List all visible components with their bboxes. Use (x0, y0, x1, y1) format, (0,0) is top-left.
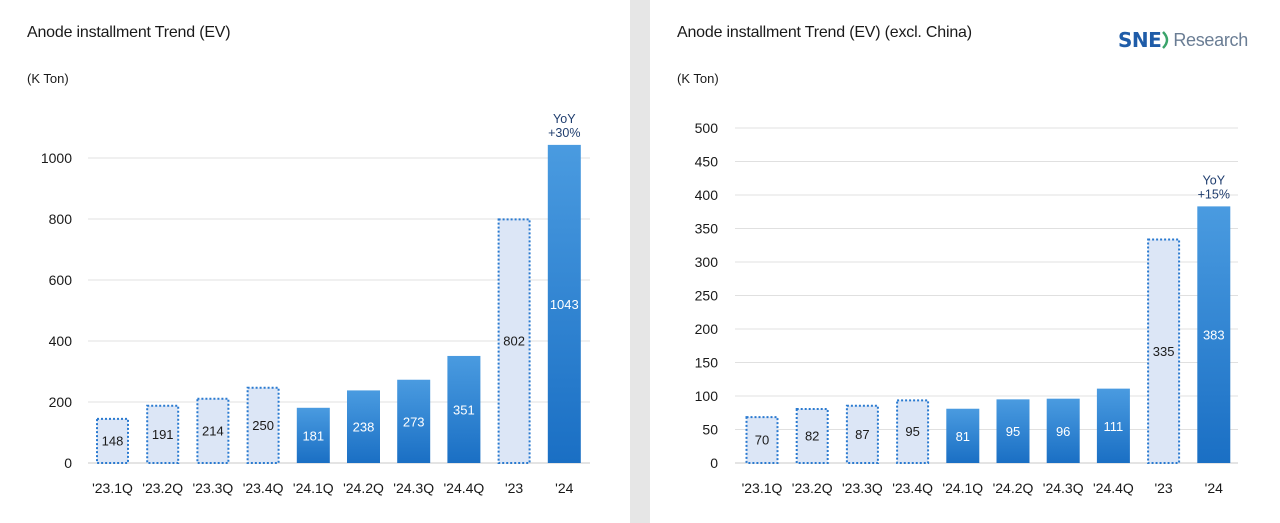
y-tick-label: 250 (695, 288, 719, 304)
bar (296, 407, 330, 463)
unit-label: (K Ton) (677, 71, 719, 86)
x-tick-label: '24.2Q (993, 480, 1034, 496)
bar (896, 399, 930, 465)
bar (347, 390, 380, 463)
bar (547, 144, 581, 463)
x-tick-label: '23 (1154, 480, 1172, 496)
bar-value-label: 351 (453, 402, 475, 417)
y-tick-label: 0 (710, 455, 718, 471)
yoy-annotation: YoY (553, 112, 576, 126)
bar (745, 416, 779, 465)
bar (1147, 238, 1181, 464)
x-tick-label: '24.4Q (1093, 480, 1134, 496)
unit-label: (K Ton) (27, 71, 69, 86)
x-tick-label: '23.1Q (92, 480, 133, 496)
bar-value-label: 802 (503, 334, 525, 349)
y-tick-label: 400 (49, 333, 73, 349)
bar (1096, 388, 1130, 463)
x-tick-label: '24.1Q (942, 480, 983, 496)
bar-value-label: 250 (252, 418, 274, 433)
x-tick-label: '24.1Q (293, 480, 334, 496)
bar (1046, 398, 1080, 463)
x-tick-label: '24.2Q (343, 480, 384, 496)
yoy-annotation: +15% (1198, 187, 1230, 201)
bar (996, 399, 1030, 463)
bar-value-label: 383 (1203, 328, 1225, 343)
bar-value-label: 95 (1006, 424, 1020, 439)
chart-left: 0 200 400 600 800 1000 148 '23.1Q 191 '23.2Q 214 '2… (41, 112, 590, 496)
x-tick-label: '23.3Q (192, 480, 233, 496)
y-tick-label: 150 (695, 355, 719, 371)
bar (397, 379, 431, 463)
bar-value-label: 1043 (550, 297, 579, 312)
bar-value-label: 87 (855, 427, 869, 442)
bar-value-label: 95 (905, 424, 919, 439)
bar-value-label: 335 (1153, 344, 1175, 359)
y-tick-label: 200 (49, 394, 73, 410)
y-tick-label: 1000 (41, 150, 72, 166)
y-tick-label: 0 (64, 455, 72, 471)
chart-panel-right: Anode installment Trend (EV) (excl. Chin… (650, 0, 1280, 523)
bar (845, 404, 879, 464)
bar-value-label: 191 (152, 427, 174, 442)
x-tick-label: '23.1Q (742, 480, 783, 496)
y-tick-label: 350 (695, 221, 719, 237)
y-tick-label: 300 (695, 254, 719, 270)
bar (1197, 206, 1231, 463)
x-tick-label: '23.3Q (842, 480, 883, 496)
x-tick-label: '23.4Q (892, 480, 933, 496)
logo-brand: SNE (1118, 28, 1162, 52)
logo-word: Research (1173, 29, 1248, 50)
sne-research-logo: SNE Research (1118, 28, 1248, 52)
bar-value-label: 148 (102, 433, 124, 448)
x-tick-label: '23.2Q (142, 480, 183, 496)
x-tick-label: '24.4Q (443, 480, 484, 496)
y-tick-label: 400 (695, 187, 719, 203)
x-tick-label: '23.4Q (243, 480, 284, 496)
bar (246, 386, 280, 464)
bar (447, 355, 481, 463)
bar (146, 404, 180, 464)
y-tick-label: 800 (49, 211, 73, 227)
bar (497, 218, 531, 464)
bar-value-label: 81 (956, 429, 970, 444)
yoy-annotation: +30% (548, 126, 580, 140)
x-tick-label: '23.2Q (792, 480, 833, 496)
x-tick-label: '24 (555, 480, 573, 496)
bar-value-label: 181 (302, 428, 324, 443)
x-tick-label: '24.3Q (1043, 480, 1084, 496)
bar (946, 408, 980, 463)
bar-value-label: 82 (805, 429, 819, 444)
bar (795, 408, 829, 464)
y-tick-label: 450 (695, 154, 719, 170)
bar-value-label: 238 (353, 420, 375, 435)
bar-value-label: 96 (1056, 424, 1070, 439)
y-tick-label: 600 (49, 272, 73, 288)
bar (96, 417, 129, 464)
bar-value-label: 111 (1104, 419, 1124, 434)
logo-swoosh-icon (1162, 31, 1169, 49)
x-tick-label: '24 (1205, 480, 1223, 496)
bar-value-label: 70 (755, 433, 769, 448)
y-tick-label: 500 (695, 120, 719, 136)
chart-panel-left: Anode installment Trend (EV) (K Ton) 0 20… (0, 0, 630, 523)
y-tick-label: 50 (702, 422, 718, 438)
bar-value-label: 273 (403, 414, 425, 429)
bar-value-label: 214 (202, 423, 224, 438)
y-tick-label: 200 (695, 321, 719, 337)
bar (196, 397, 230, 465)
yoy-annotation: YoY (1203, 173, 1226, 187)
chart-right: 0 50 100 150 200 250 300 350 400 450 500 70 '23.1Q 82… (695, 120, 1238, 496)
x-tick-label: '23 (505, 480, 523, 496)
chart-title: Anode installment Trend (EV) (excl. Chin… (677, 24, 972, 41)
chart-title: Anode installment Trend (EV) (27, 24, 231, 41)
x-tick-label: '24.3Q (393, 480, 434, 496)
y-tick-label: 100 (695, 388, 719, 404)
